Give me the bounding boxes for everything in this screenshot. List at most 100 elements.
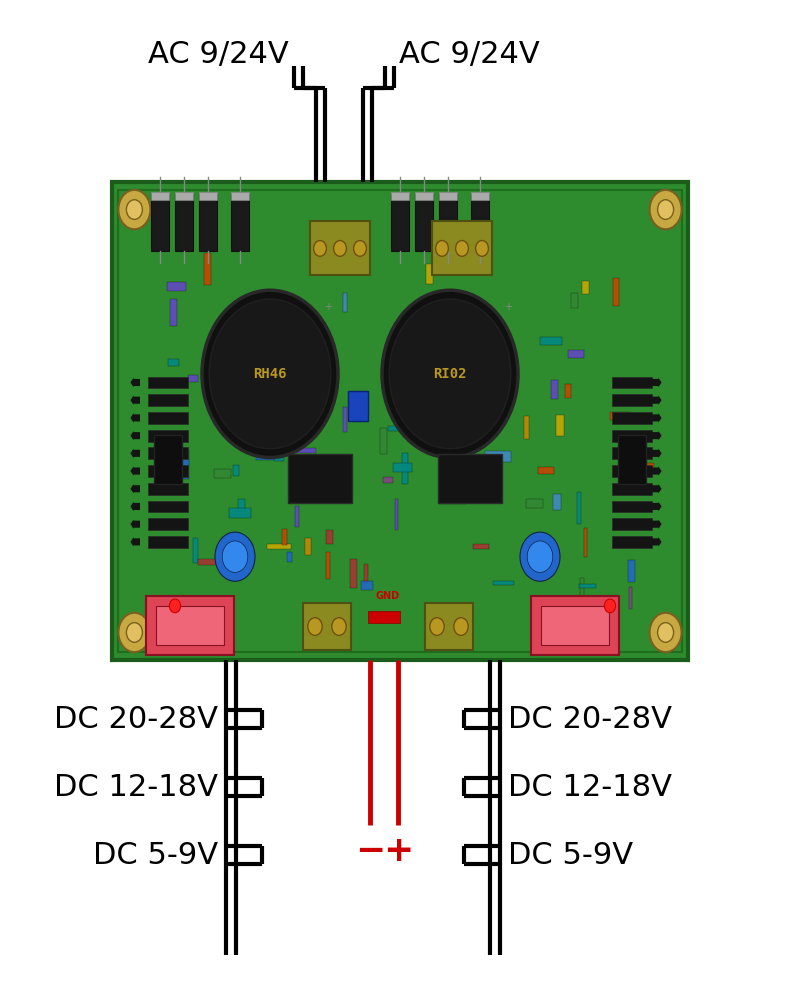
Bar	[612, 465, 652, 477]
Text: RI02: RI02	[434, 367, 466, 381]
Bar	[326, 552, 330, 579]
Bar	[233, 465, 239, 475]
Bar	[391, 192, 409, 200]
Bar	[175, 192, 193, 200]
Bar	[584, 527, 587, 557]
Bar	[156, 606, 223, 646]
Bar	[350, 559, 357, 587]
Bar	[439, 192, 457, 200]
FancyArrow shape	[652, 396, 662, 405]
Circle shape	[210, 299, 331, 449]
FancyArrow shape	[652, 466, 662, 476]
Bar	[262, 365, 282, 376]
Circle shape	[650, 190, 682, 229]
Text: AC 9/24V: AC 9/24V	[148, 40, 289, 70]
Bar	[154, 435, 182, 484]
Bar	[439, 494, 466, 504]
Bar	[565, 385, 571, 398]
Bar	[629, 462, 654, 471]
Text: DC 5-9V: DC 5-9V	[93, 840, 218, 870]
Bar	[612, 412, 652, 424]
Text: DC 20-28V: DC 20-28V	[508, 705, 672, 733]
Text: RH46: RH46	[254, 367, 286, 381]
Bar	[391, 194, 409, 251]
Bar	[613, 278, 619, 306]
Circle shape	[658, 623, 674, 643]
Bar	[449, 425, 457, 437]
Bar	[471, 192, 489, 200]
Bar	[457, 302, 466, 313]
Circle shape	[354, 240, 366, 256]
Circle shape	[454, 618, 468, 636]
Bar	[343, 293, 347, 312]
Bar	[610, 411, 630, 420]
Bar	[199, 192, 217, 200]
Bar	[118, 190, 682, 652]
Circle shape	[456, 240, 469, 256]
Bar	[542, 606, 609, 646]
Bar	[612, 519, 652, 530]
Bar	[493, 581, 514, 585]
Bar	[266, 544, 291, 549]
Circle shape	[527, 541, 553, 573]
Bar	[612, 448, 652, 460]
Bar	[531, 596, 619, 655]
Bar	[612, 377, 652, 389]
Circle shape	[118, 613, 150, 652]
Bar	[361, 581, 373, 589]
Bar	[112, 182, 688, 660]
Bar	[380, 428, 387, 455]
Bar	[556, 415, 564, 436]
Bar	[306, 538, 310, 555]
Bar	[148, 448, 188, 460]
Bar	[412, 413, 439, 421]
Bar	[231, 192, 249, 200]
Bar	[582, 280, 590, 293]
Bar	[612, 395, 652, 406]
Bar	[282, 528, 287, 545]
Circle shape	[202, 290, 338, 458]
Text: +: +	[325, 302, 333, 312]
Bar	[439, 194, 457, 251]
Bar	[540, 337, 562, 344]
Bar	[188, 375, 198, 382]
FancyArrow shape	[130, 466, 140, 476]
Bar	[249, 543, 254, 555]
FancyArrow shape	[652, 484, 662, 494]
Circle shape	[332, 618, 346, 636]
Bar	[393, 463, 412, 472]
Circle shape	[436, 240, 448, 256]
Circle shape	[314, 240, 326, 256]
Bar	[251, 402, 267, 409]
Bar	[526, 500, 543, 509]
Bar	[175, 194, 193, 251]
Text: DC 5-9V: DC 5-9V	[508, 840, 633, 870]
Circle shape	[118, 190, 150, 229]
FancyArrow shape	[130, 413, 140, 423]
Bar	[618, 435, 646, 484]
Circle shape	[308, 618, 322, 636]
Bar	[194, 538, 198, 564]
Bar	[294, 449, 316, 453]
Bar	[236, 424, 248, 430]
FancyArrow shape	[130, 396, 140, 405]
Bar	[402, 454, 407, 484]
Circle shape	[605, 599, 616, 613]
Bar	[612, 501, 652, 513]
Bar	[491, 341, 500, 355]
Bar	[486, 452, 510, 462]
FancyArrow shape	[130, 502, 140, 512]
Bar	[383, 477, 393, 482]
Bar	[571, 292, 578, 308]
Bar	[326, 530, 333, 544]
Bar	[568, 350, 584, 358]
Bar	[388, 426, 408, 431]
Bar	[148, 501, 188, 513]
FancyArrow shape	[652, 520, 662, 529]
Bar	[524, 416, 529, 439]
Bar	[426, 265, 433, 283]
Bar	[198, 559, 217, 565]
Circle shape	[658, 200, 674, 219]
Bar	[349, 392, 368, 421]
Bar	[628, 560, 635, 582]
